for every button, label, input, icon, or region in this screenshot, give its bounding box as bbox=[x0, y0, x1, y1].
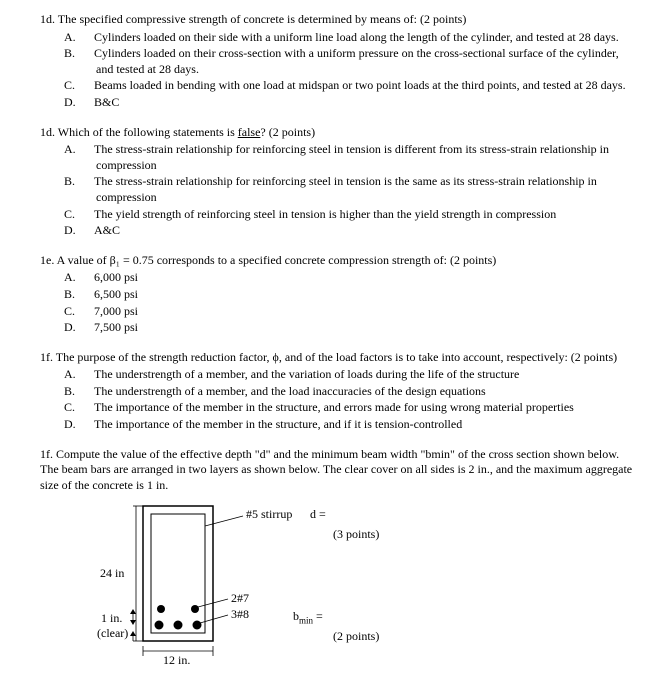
q2-option-b: B.The stress-strain relationship for rei… bbox=[80, 174, 637, 205]
width-label: 12 in. bbox=[163, 653, 190, 669]
q3-option-b: B.6,500 psi bbox=[80, 287, 637, 303]
bmin-label: bmin = bbox=[293, 609, 323, 627]
q2-options: A.The stress-strain relationship for rei… bbox=[28, 142, 637, 239]
question-1f-factors: 1f. The purpose of the strength reductio… bbox=[28, 350, 637, 433]
q4-options: A.The understrength of a member, and the… bbox=[28, 367, 637, 432]
question-1f-compute: 1f. Compute the value of the effective d… bbox=[28, 447, 637, 667]
q2-option-d: D.A&C bbox=[80, 223, 637, 239]
q4-option-d: D.The importance of the member in the st… bbox=[80, 417, 637, 433]
bmin-points: (2 points) bbox=[333, 629, 379, 645]
beam-diagram: 24 in 12 in. 1 in. (clear) #5 stirrup 2#… bbox=[28, 501, 637, 666]
q3-stem: 1e. A value of β₁ = 0.75 corresponds to … bbox=[28, 253, 637, 269]
d-points: (3 points) bbox=[333, 527, 379, 543]
q4-option-a: A.The understrength of a member, and the… bbox=[80, 367, 637, 383]
q1-option-a: A.Cylinders loaded on their side with a … bbox=[80, 30, 637, 46]
q1-options: A.Cylinders loaded on their side with a … bbox=[28, 30, 637, 111]
q4-stem: 1f. The purpose of the strength reductio… bbox=[28, 350, 637, 366]
d-label: d = bbox=[310, 507, 326, 523]
clear-label: (clear) bbox=[97, 626, 128, 642]
q5-stem: 1f. Compute the value of the effective d… bbox=[28, 447, 637, 494]
q4-option-c: C.The importance of the member in the st… bbox=[80, 400, 637, 416]
question-1d-false: 1d. Which of the following statements is… bbox=[28, 125, 637, 239]
q1-option-c: C.Beams loaded in bending with one load … bbox=[80, 78, 637, 94]
height-label: 24 in bbox=[100, 566, 124, 582]
q2-option-a: A.The stress-strain relationship for rei… bbox=[80, 142, 637, 173]
q1-stem: 1d. The specified compressive strength o… bbox=[28, 12, 637, 28]
q2-option-c: C.The yield strength of reinforcing stee… bbox=[80, 207, 637, 223]
stirrup-label: #5 stirrup bbox=[246, 507, 292, 523]
q3-option-c: C.7,000 psi bbox=[80, 304, 637, 320]
q3-options: A.6,000 psi B.6,500 psi C.7,000 psi D.7,… bbox=[28, 270, 637, 335]
q3-option-a: A.6,000 psi bbox=[80, 270, 637, 286]
q1-option-d: D.B&C bbox=[80, 95, 637, 111]
bars-top-label: 2#7 bbox=[231, 591, 249, 607]
bars-bot-label: 3#8 bbox=[231, 607, 249, 623]
question-1d-strength: 1d. The specified compressive strength o… bbox=[28, 12, 637, 111]
spacing-label: 1 in. bbox=[101, 611, 122, 627]
question-1e: 1e. A value of β₁ = 0.75 corresponds to … bbox=[28, 253, 637, 336]
q1-option-b: B.Cylinders loaded on their cross-sectio… bbox=[80, 46, 637, 77]
q3-option-d: D.7,500 psi bbox=[80, 320, 637, 336]
q2-stem: 1d. Which of the following statements is… bbox=[28, 125, 637, 141]
q4-option-b: B.The understrength of a member, and the… bbox=[80, 384, 637, 400]
